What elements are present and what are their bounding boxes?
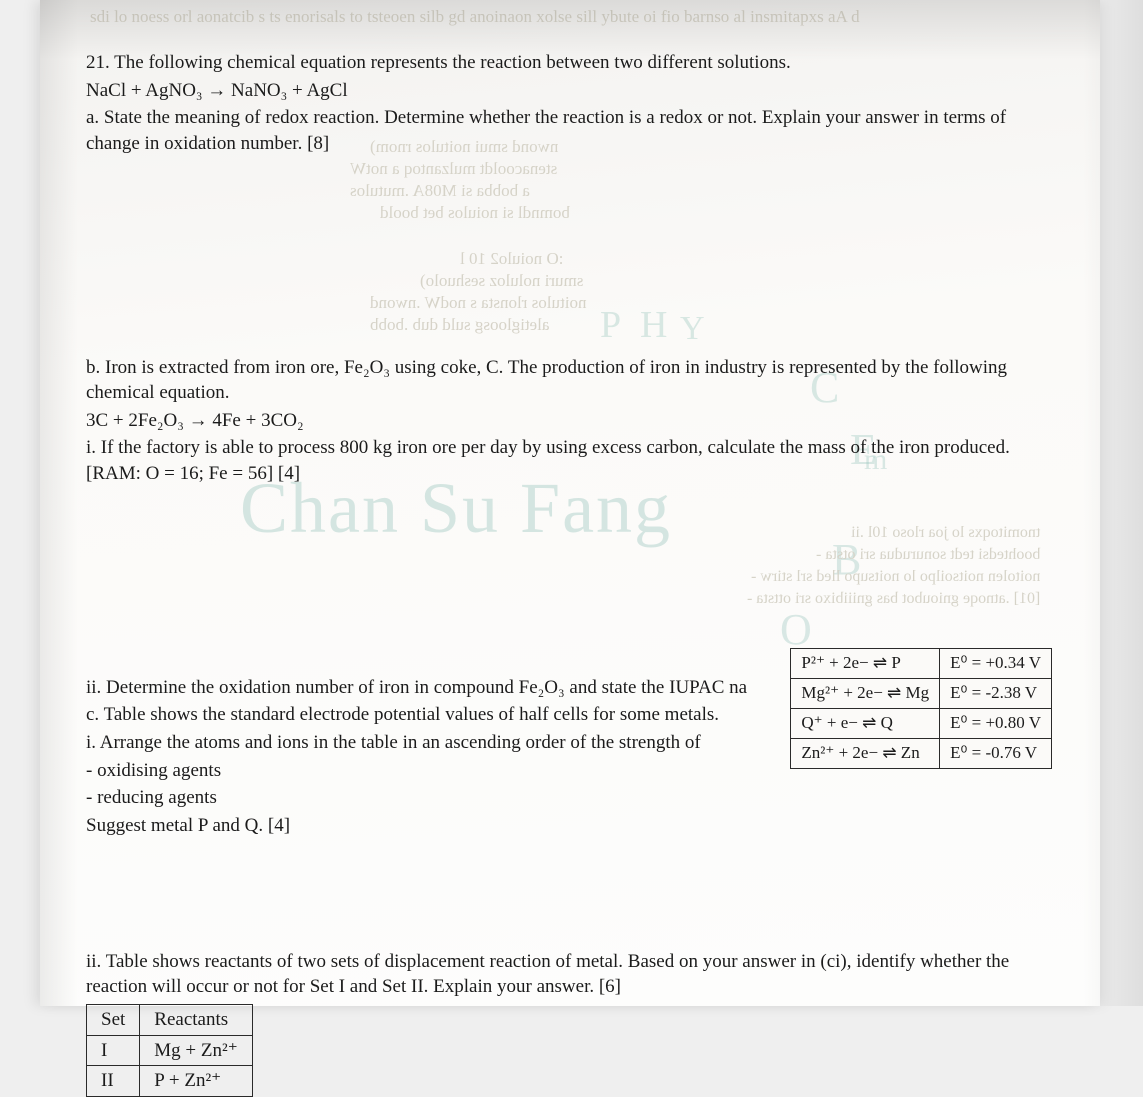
reactants-table: Set Reactants I Mg + Zn²⁺ II P + Zn²⁺ [86, 1004, 253, 1097]
part-c-i-line2: - oxidising agents [86, 758, 1054, 784]
ghost-text: aletigloosg suld dub .bobb [370, 314, 549, 337]
watermark-letter: Y [680, 306, 705, 352]
reactants-cell: Mg + Zn²⁺ [140, 1035, 252, 1066]
question-21-intro: 21. The following chemical equation repr… [86, 50, 1054, 76]
part-c-i-line1: i. Arrange the atoms and ions in the tab… [86, 730, 1054, 756]
table-header-set: Set [87, 1004, 140, 1035]
table-row: II P + Zn²⁺ [87, 1066, 253, 1097]
part-b-ii-text: ii. Determine the oxidation number of ir… [86, 675, 1054, 701]
part-c-ii-text: ii. Table shows reactants of two sets of… [86, 949, 1054, 1000]
set-cell: II [87, 1066, 140, 1097]
part-b-i-text: i. If the factory is able to process 800… [86, 435, 1054, 486]
table-row: Set Reactants [87, 1004, 253, 1035]
ghost-text: sdi lo noess orl aonatcib s ts enorisals… [90, 6, 860, 29]
part-c-i-line4: Suggest metal P and Q. [4] [86, 813, 1054, 839]
part-a-text: a. State the meaning of redox reaction. … [86, 105, 1054, 156]
set-cell: I [87, 1035, 140, 1066]
equation-b: 3C + 2Fe₂O₃ → 4Fe + 3CO₂ [86, 408, 1054, 434]
reactants-cell: P + Zn²⁺ [140, 1066, 252, 1097]
part-c-i-line3: - reducing agents [86, 785, 1054, 811]
part-b-text: b. Iron is extracted from iron ore, Fe₂O… [86, 355, 1054, 406]
table-row: I Mg + Zn²⁺ [87, 1035, 253, 1066]
part-c-text: c. Table shows the standard electrode po… [86, 702, 1054, 728]
table-header-reactants: Reactants [140, 1004, 252, 1035]
equation-main: NaCl + AgNO₃ → NaNO₃ + AgCl [86, 78, 1054, 104]
